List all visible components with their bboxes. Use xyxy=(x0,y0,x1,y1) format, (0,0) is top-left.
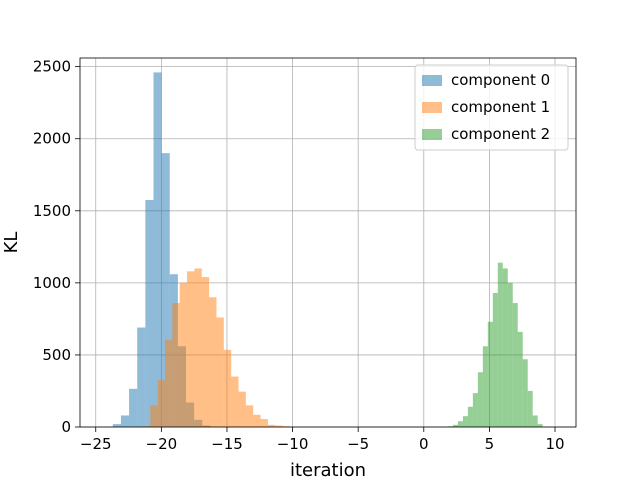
histogram-bar xyxy=(532,415,538,427)
histogram-bar xyxy=(179,282,188,427)
y-tick-label: 1500 xyxy=(33,202,71,220)
series-2-bars xyxy=(447,262,543,427)
legend-swatch xyxy=(422,129,442,140)
legend-frame xyxy=(414,64,569,151)
histogram-bar xyxy=(120,415,130,427)
histogram-bar xyxy=(245,405,254,427)
x-tick-label: −20 xyxy=(146,435,178,453)
histogram-bar xyxy=(487,321,493,427)
plot-frame xyxy=(79,57,577,428)
histogram-bar xyxy=(537,424,543,427)
histogram-bar xyxy=(497,262,503,427)
histogram-bar xyxy=(150,405,158,427)
histogram-bar xyxy=(231,376,239,427)
histogram-bar xyxy=(507,282,513,427)
histogram-bar xyxy=(165,339,173,427)
y-tick-label: 500 xyxy=(42,346,71,364)
histogram-bar xyxy=(482,346,488,427)
histogram-bar xyxy=(267,424,276,427)
histogram-bar xyxy=(209,297,217,427)
histogram-bar xyxy=(522,359,528,427)
histogram-bar xyxy=(527,390,533,427)
histogram-bar xyxy=(517,331,523,427)
histogram-bar xyxy=(223,349,232,427)
x-tick-label: −25 xyxy=(80,435,112,453)
legend: component 0 component 1 component 2 xyxy=(414,64,569,151)
histogram-bar xyxy=(275,425,283,427)
histogram-bar xyxy=(462,416,468,427)
y-tick-label: 0 xyxy=(61,418,71,436)
histogram-bar xyxy=(112,424,121,427)
x-tick-label: −5 xyxy=(347,435,369,453)
series-1-bars xyxy=(142,268,298,427)
histogram-bar xyxy=(216,317,224,427)
histogram-bar xyxy=(194,268,202,427)
histogram-bar xyxy=(492,292,498,427)
legend-label: component 1 xyxy=(451,98,550,116)
x-axis-label: iteration xyxy=(290,460,366,480)
legend-swatch xyxy=(422,75,442,86)
x-tick-label: −15 xyxy=(211,435,243,453)
y-tick-label: 2000 xyxy=(33,130,71,148)
histogram-bar xyxy=(512,303,518,427)
histogram-bar xyxy=(502,268,508,427)
x-tick-label: −10 xyxy=(277,435,309,453)
histogram-bars xyxy=(112,72,543,427)
x-tick-label: 5 xyxy=(485,435,495,453)
histogram-bar xyxy=(457,421,463,427)
histogram-bar xyxy=(137,327,146,427)
y-tick-label: 1000 xyxy=(33,274,71,292)
histogram-bar xyxy=(201,277,210,427)
histogram-bar xyxy=(172,303,180,427)
histogram-bar xyxy=(467,406,473,427)
legend-label: component 0 xyxy=(451,71,550,89)
axis-ticks: −25 −20 −15 −10 −5 0 5 10 0 500 1000 1500 2000 2500 xyxy=(33,58,565,453)
y-tick-label: 2500 xyxy=(33,58,71,76)
legend-swatch xyxy=(422,102,442,113)
histogram-bar xyxy=(238,391,246,427)
x-tick-label: 10 xyxy=(545,435,564,453)
histogram-bar xyxy=(452,424,458,427)
histogram-bar xyxy=(253,414,261,427)
histogram-bar xyxy=(260,419,268,427)
histogram-bar xyxy=(129,388,138,427)
histogram-bar xyxy=(153,72,162,427)
histogram-bar xyxy=(145,199,154,427)
histogram-bar xyxy=(187,271,195,427)
legend-label: component 2 xyxy=(451,125,550,143)
histogram-bar xyxy=(161,153,170,427)
histogram-bar xyxy=(477,372,483,427)
x-tick-label: 0 xyxy=(419,435,429,453)
histogram-bar xyxy=(472,393,478,427)
histogram-bar xyxy=(157,380,166,427)
y-axis-label: KL xyxy=(1,232,22,254)
